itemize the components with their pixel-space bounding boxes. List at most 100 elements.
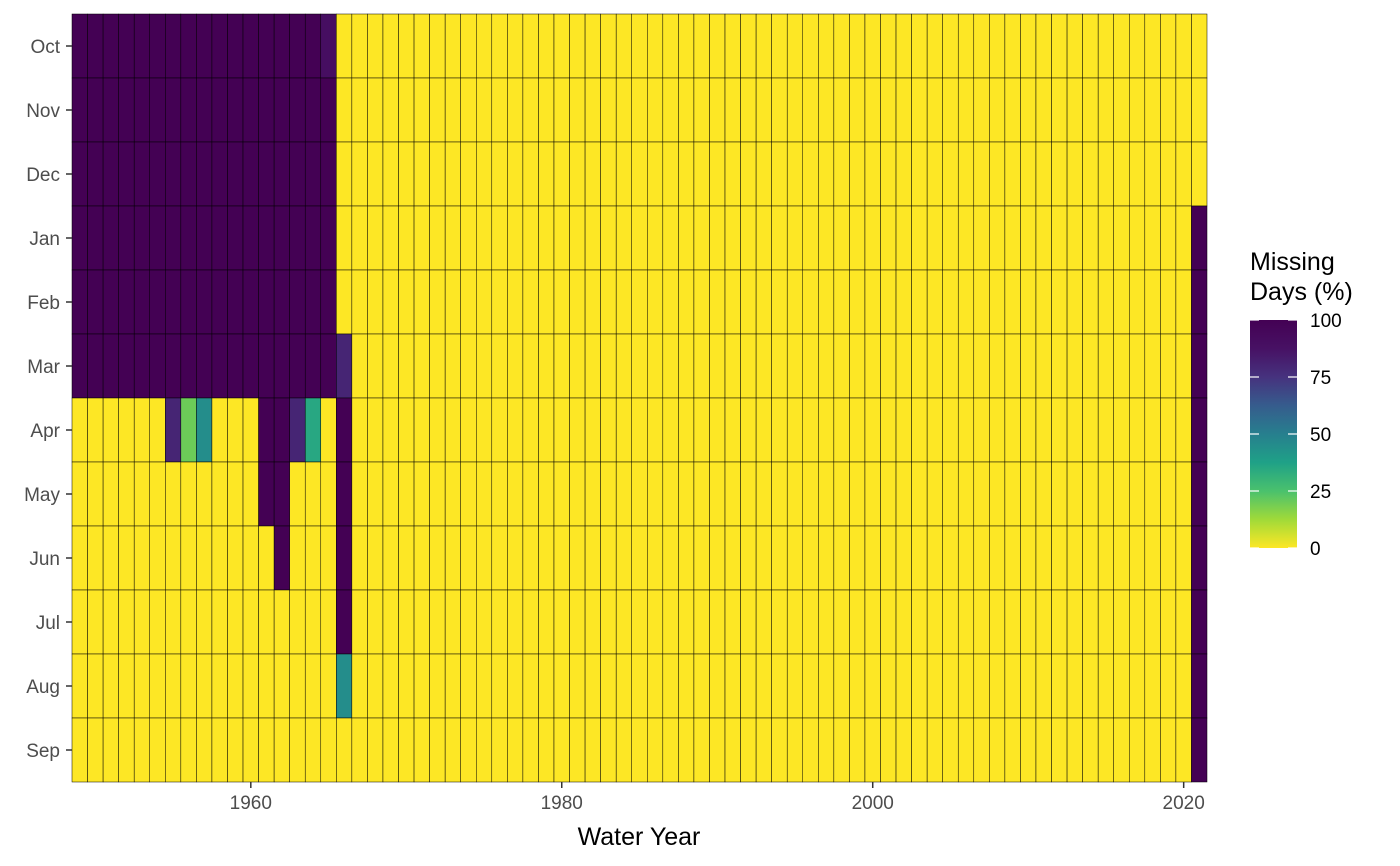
legend-title-line-2: Days (%) (1250, 278, 1353, 306)
heatmap-cell-1982-oct (584, 13, 601, 79)
heatmap-cell-1980-may (553, 461, 570, 527)
heatmap-cell-2008-oct (989, 13, 1006, 79)
heatmap-cell-1963-apr (289, 397, 306, 463)
heatmap-cell-1980-feb (553, 269, 570, 335)
heatmap-cell-2013-may (1066, 461, 1083, 527)
heatmap-cell-1970-sep (398, 717, 415, 783)
heatmap-cell-2008-jul (989, 589, 1006, 655)
heatmap-cell-1978-jun (522, 525, 539, 591)
heatmap-cell-1973-jul (444, 589, 461, 655)
heatmap-cell-1956-may (180, 461, 197, 527)
heatmap-cell-1973-jan (444, 205, 461, 271)
heatmap-cell-1982-may (584, 461, 601, 527)
heatmap-cell-1985-mar (631, 333, 648, 399)
heatmap-cell-2018-aug (1144, 653, 1161, 719)
heatmap-cell-1994-mar (771, 333, 788, 399)
heatmap-cell-1991-jul (724, 589, 741, 655)
heatmap-cell-2018-nov (1144, 77, 1161, 143)
heatmap-cell-2013-jan (1066, 205, 1083, 271)
heatmap-cell-1960-sep (242, 717, 259, 783)
heatmap-cell-1964-jul (304, 589, 322, 655)
heatmap-cell-2009-nov (1004, 77, 1021, 143)
heatmap-cell-1982-jul (584, 589, 601, 655)
heatmap-cell-2009-may (1004, 461, 1021, 527)
heatmap-cell-2015-jun (1097, 525, 1114, 591)
heatmap-cell-1962-jan (273, 205, 290, 271)
heatmap-cell-1949-apr (71, 397, 88, 463)
heatmap-cell-1959-may (227, 461, 244, 527)
heatmap-cell-1953-jul (133, 589, 150, 655)
heatmap-cell-2005-jul (942, 589, 959, 655)
heatmap-cell-2012-aug (1051, 653, 1068, 719)
heatmap-cell-1979-oct (538, 13, 555, 79)
heatmap-cell-2017-apr (1129, 397, 1146, 463)
heatmap-cell-1959-jul (227, 589, 244, 655)
heatmap-cell-1997-mar (818, 333, 835, 399)
heatmap-cell-1986-sep (647, 717, 664, 783)
heatmap-cell-1987-aug (662, 653, 679, 719)
heatmap-cell-2006-mar (957, 333, 975, 399)
heatmap-cell-1954-jul (149, 589, 166, 655)
heatmap-cell-2007-mar (973, 333, 990, 399)
legend-tick-label-100: 100 (1310, 311, 1342, 332)
heatmap-cell-1953-sep (133, 717, 150, 783)
heatmap-cell-1995-nov (786, 77, 804, 143)
heatmap-cell-1960-aug (242, 653, 259, 719)
heatmap-cell-2018-mar (1144, 333, 1161, 399)
heatmap-cell-1955-sep (165, 717, 182, 783)
heatmap-cell-1970-aug (398, 653, 415, 719)
heatmap-cell-1950-mar (87, 333, 104, 399)
heatmap-cell-1973-oct (444, 13, 461, 79)
heatmap-cell-2001-oct (880, 13, 897, 79)
heatmap-cell-2000-nov (864, 77, 881, 143)
heatmap-cell-1986-feb (647, 269, 664, 335)
heatmap-cell-2007-sep (973, 717, 990, 783)
heatmap-cell-1975-dec (476, 141, 493, 207)
heatmap-cell-2004-jun (926, 525, 943, 591)
heatmap-cell-1971-jul (413, 589, 430, 655)
heatmap-cell-1976-aug (491, 653, 508, 719)
heatmap-cell-1952-oct (118, 13, 135, 79)
heatmap-cell-1961-nov (258, 77, 275, 143)
heatmap-cell-1997-aug (818, 653, 835, 719)
heatmap-cell-1994-jan (771, 205, 788, 271)
heatmap-cell-1981-mar (569, 333, 586, 399)
heatmap-cell-1951-aug (102, 653, 119, 719)
heatmap-cell-1984-jul (615, 589, 632, 655)
heatmap-cell-2007-dec (973, 141, 990, 207)
heatmap-cell-1961-jan (258, 205, 275, 271)
heatmap-cell-2021-jan (1191, 205, 1208, 271)
heatmap-cell-1974-jun (460, 525, 477, 591)
heatmap-cell-1986-dec (647, 141, 664, 207)
heatmap-cell-2021-mar (1191, 333, 1208, 399)
heatmap-cell-1970-feb (398, 269, 415, 335)
heatmap-cell-1968-nov (367, 77, 384, 143)
heatmap-cell-1983-dec (600, 141, 617, 207)
heatmap-cell-1950-oct (87, 13, 104, 79)
heatmap-cell-1966-mar (336, 333, 353, 399)
legend-tick-label-50: 50 (1310, 425, 1331, 446)
heatmap-cell-1993-may (755, 461, 772, 527)
heatmap-cell-1962-jul (273, 589, 290, 655)
heatmap-cell-2016-apr (1113, 397, 1130, 463)
heatmap-cell-2015-aug (1097, 653, 1114, 719)
heatmap-cell-1991-feb (724, 269, 741, 335)
heatmap-cell-1992-dec (740, 141, 757, 207)
heatmap-cell-1998-jan (833, 205, 850, 271)
heatmap-cell-1997-dec (818, 141, 835, 207)
heatmap-cell-2008-apr (989, 397, 1006, 463)
heatmap-cell-1953-dec (133, 141, 150, 207)
y-tick-label-jun: Jun (29, 549, 60, 570)
heatmap-cell-2005-jun (942, 525, 959, 591)
heatmap-cell-1955-apr (165, 397, 182, 463)
heatmap-cell-2017-jul (1129, 589, 1146, 655)
heatmap-cell-1981-may (569, 461, 586, 527)
heatmap-cell-1983-nov (600, 77, 617, 143)
heatmap-cell-2007-nov (973, 77, 990, 143)
heatmap-cell-2013-jun (1066, 525, 1083, 591)
heatmap-cell-2007-jul (973, 589, 990, 655)
heatmap-cell-1957-nov (196, 77, 213, 143)
heatmap-cell-1961-may (258, 461, 275, 527)
heatmap-cell-2000-may (864, 461, 881, 527)
